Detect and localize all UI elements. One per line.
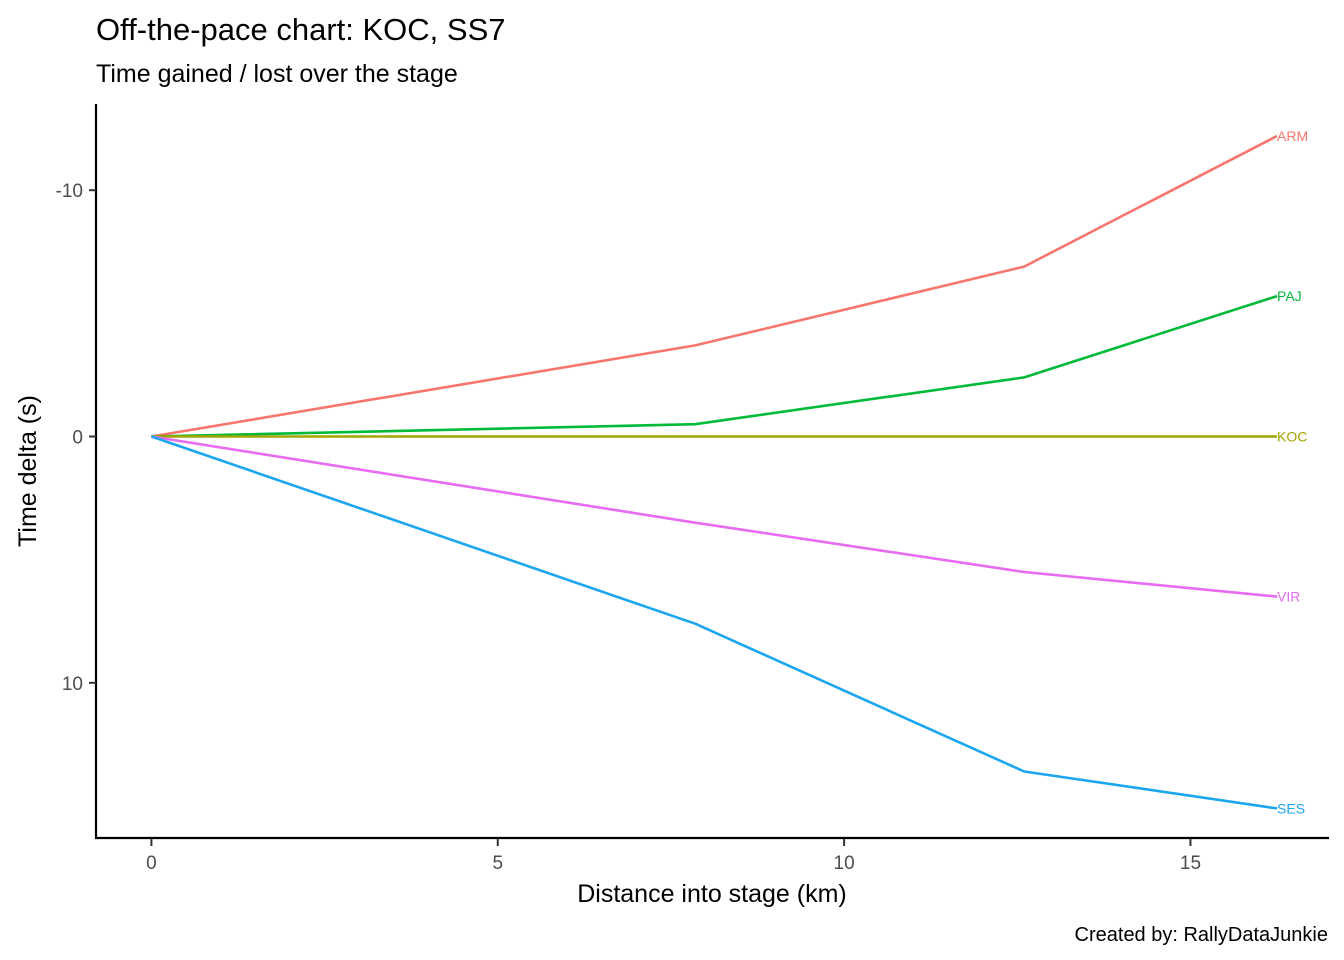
y-tick-label: 10 [62,674,83,695]
x-axis-ticks: 0 5 10 15 [146,839,1201,874]
y-tick-label: 0 [72,428,83,449]
chart-subtitle: Time gained / lost over the stage [96,60,458,88]
end-label-arm: ARM [1277,128,1308,144]
x-tick-label: 5 [492,853,503,874]
series-layer [150,134,1278,810]
end-label-layer: ARM PAJ KOC VIR SES [1277,128,1308,816]
end-label-ses: SES [1277,800,1305,816]
end-label-paj: PAJ [1277,288,1302,304]
y-axis-ticks: -10 0 10 [56,181,96,695]
x-tick-label: 0 [146,853,157,874]
series-line-ses [150,435,1278,810]
x-tick-label: 10 [834,853,855,874]
series-line-vir [151,435,1278,598]
x-tick-label: 15 [1180,853,1201,874]
chart-caption: Created by: RallyDataJunkie [1075,924,1328,946]
chart-title: Off-the-pace chart: KOC, SS7 [96,12,506,47]
end-label-vir: VIR [1277,589,1300,605]
series-line-arm [151,134,1278,438]
y-axis-title: Time delta (s) [14,395,42,547]
series-line-paj [151,294,1278,438]
end-label-koc: KOC [1277,429,1307,445]
y-tick-label: -10 [56,181,83,202]
x-axis-title: Distance into stage (km) [577,880,847,908]
